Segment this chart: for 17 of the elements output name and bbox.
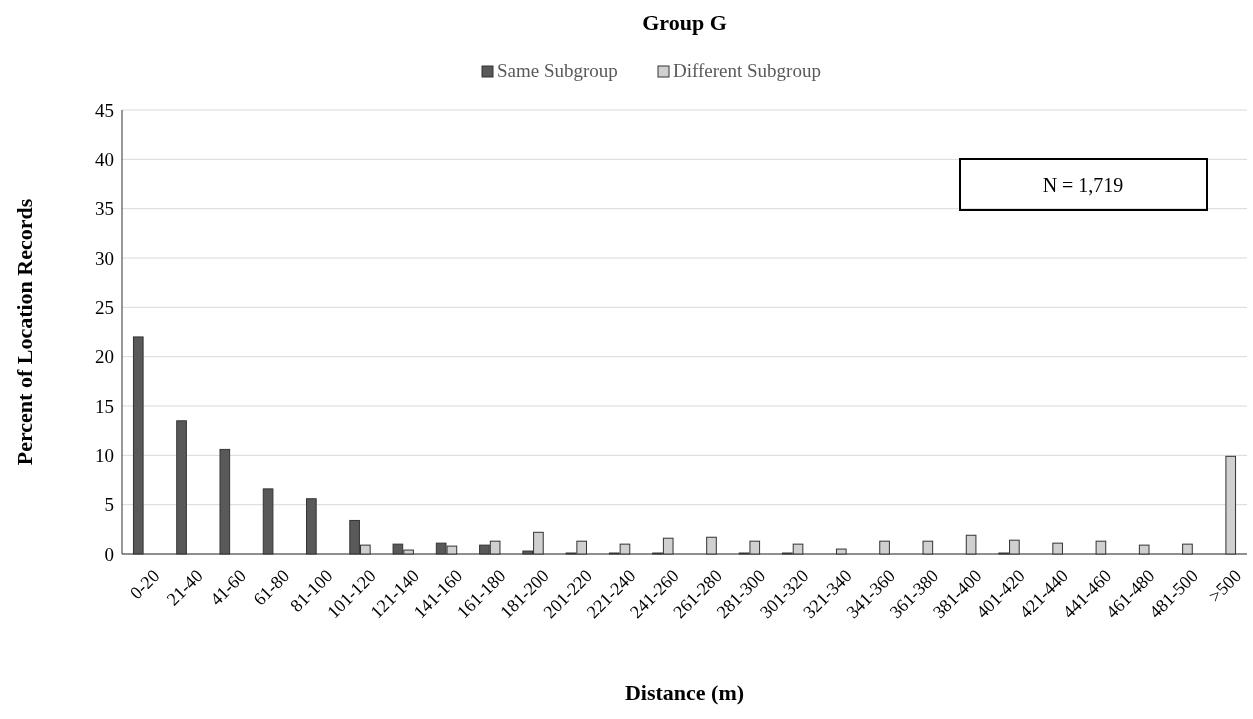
y-tick-label: 15 [95,395,114,417]
y-tick-label: 20 [95,346,114,368]
y-tick-label: 30 [95,247,114,269]
annotation: N = 1,719 [1042,174,1124,196]
x-axis-title: Distance (m) [624,680,745,705]
y-axis-title: Percent of Location Records [12,198,37,466]
legend-label: Different Subgroup [673,60,821,81]
legend-label: Same Subgroup [497,60,618,81]
y-tick-label: 5 [104,494,114,516]
y-tick-label: 0 [104,543,114,565]
y-tick-label: 10 [95,444,114,466]
y-tick-label: 25 [95,296,114,318]
chart-title: Group G [642,10,727,35]
y-tick-label: 40 [95,148,114,170]
y-tick-label: 35 [95,198,114,220]
x-tick-label: 0-20 [125,565,164,604]
y-tick-label: 45 [95,99,114,121]
